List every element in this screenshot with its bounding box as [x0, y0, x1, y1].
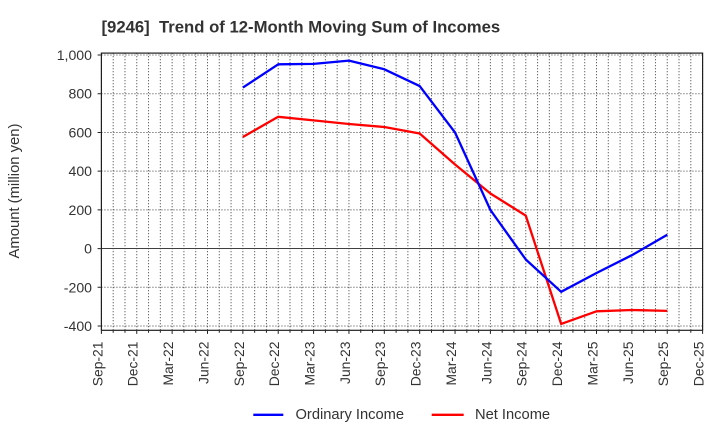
svg-text:Sep-22: Sep-22: [231, 341, 247, 386]
svg-text:[9246] Trend of 12-Month Movi: [9246] Trend of 12-Month Moving Sum of I…: [102, 18, 501, 37]
svg-text:Jun-23: Jun-23: [337, 341, 353, 384]
svg-text:Sep-24: Sep-24: [514, 341, 530, 386]
svg-text:Amount (million yen): Amount (million yen): [7, 124, 23, 259]
svg-text:800: 800: [68, 86, 92, 102]
svg-text:Sep-25: Sep-25: [655, 341, 671, 386]
svg-text:Dec-22: Dec-22: [266, 341, 282, 386]
svg-text:Dec-21: Dec-21: [125, 341, 141, 386]
svg-text:400: 400: [68, 163, 92, 179]
svg-text:Jun-24: Jun-24: [478, 341, 494, 384]
svg-text:Jun-22: Jun-22: [195, 341, 211, 384]
svg-text:Dec-24: Dec-24: [549, 341, 565, 386]
svg-text:Dec-25: Dec-25: [691, 341, 707, 386]
svg-text:Sep-21: Sep-21: [89, 341, 105, 386]
svg-text:Net Income: Net Income: [475, 407, 550, 423]
svg-text:Dec-23: Dec-23: [408, 341, 424, 386]
svg-text:1,000: 1,000: [57, 47, 92, 63]
svg-text:600: 600: [68, 124, 92, 140]
svg-text:-400: -400: [64, 318, 92, 334]
svg-text:Mar-23: Mar-23: [301, 341, 317, 385]
svg-text:Sep-23: Sep-23: [372, 341, 388, 386]
svg-text:Mar-24: Mar-24: [443, 341, 459, 385]
svg-text:Jun-25: Jun-25: [620, 341, 636, 384]
svg-text:200: 200: [68, 202, 92, 218]
svg-text:Mar-25: Mar-25: [584, 341, 600, 385]
svg-text:Mar-22: Mar-22: [160, 341, 176, 385]
svg-text:-200: -200: [64, 279, 92, 295]
svg-text:0: 0: [84, 241, 92, 257]
svg-text:Ordinary Income: Ordinary Income: [296, 407, 405, 423]
